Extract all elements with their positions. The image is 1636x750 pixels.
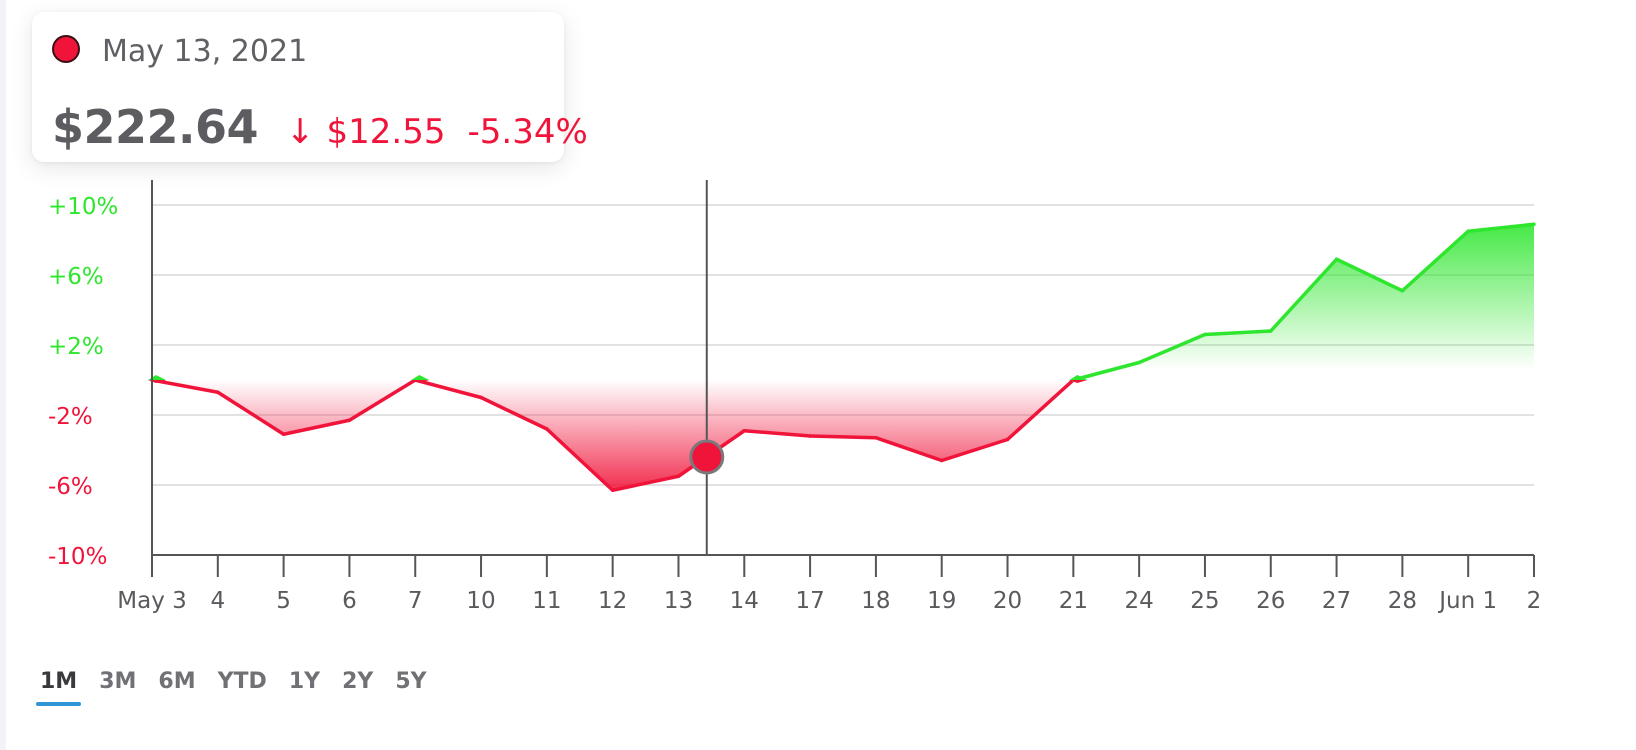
x-tick-label: 7 <box>408 588 423 614</box>
series-segment <box>1400 229 1470 293</box>
series-segment <box>281 418 352 436</box>
range-button-6m[interactable]: 6M <box>158 669 196 694</box>
series-lines <box>148 222 1536 492</box>
x-tick-labels: May 3 4 5 6 7 10 11 12 13 14 17 18 19 20 21 24 25 26 27 28 J… <box>117 555 1541 614</box>
y-tick-label: +10% <box>48 194 118 220</box>
hover-point[interactable] <box>689 439 725 475</box>
y-tick-labels: +10% +6% +2% -2% -6% -10% <box>48 194 118 570</box>
x-tick-label: 11 <box>532 588 561 614</box>
axes <box>151 180 1534 556</box>
y-tick-label: -10% <box>48 544 107 570</box>
series-segment <box>1466 222 1536 233</box>
x-tick-label: 5 <box>276 588 291 614</box>
x-tick-label: 12 <box>598 588 627 614</box>
tooltip-date: May 13, 2021 <box>102 34 308 69</box>
baseline-marker <box>411 380 430 383</box>
tooltip-change: $12.55 <box>326 112 446 152</box>
series-segment <box>1269 257 1339 333</box>
range-button-1m[interactable]: 1M <box>35 668 82 708</box>
x-tick-label: 18 <box>861 588 890 614</box>
series-segment <box>150 378 220 394</box>
x-tick-label: 27 <box>1322 588 1351 614</box>
x-tick-label: 28 <box>1388 588 1417 614</box>
range-button-2y[interactable]: 2Y <box>342 669 374 694</box>
tooltip-price: $222.64 <box>52 100 259 154</box>
x-tick-label: May 3 <box>117 588 187 614</box>
x-tick-label: 13 <box>664 588 693 614</box>
series-segment <box>874 436 944 463</box>
series-segment <box>1203 329 1273 337</box>
x-tick-label: 10 <box>466 588 495 614</box>
series-segment <box>808 434 878 440</box>
area-fill-positive <box>152 224 1534 380</box>
range-button-ytd[interactable]: YTD <box>217 669 267 694</box>
baseline-marker <box>411 375 430 380</box>
series-segment <box>413 378 483 400</box>
tooltip-change-percent: -5.34% <box>467 112 588 152</box>
range-button-1y[interactable]: 1Y <box>288 669 321 694</box>
x-tick-label: 19 <box>927 588 956 614</box>
range-button-5y[interactable]: 5Y <box>395 669 427 694</box>
x-tick-label: 25 <box>1190 588 1219 614</box>
hover-tooltip: May 13, 2021 $222.64 ↓ $12.55 -5.34% <box>32 12 588 162</box>
baseline-marker <box>1069 375 1088 380</box>
x-tick-label: Jun 1 <box>1437 588 1497 614</box>
series-segment <box>1137 332 1207 365</box>
range-button-3m[interactable]: 3M <box>99 669 137 694</box>
x-tick-label: 4 <box>210 588 225 614</box>
range-selector: 1M 3M 6M YTD 1Y 2Y 5Y <box>35 668 449 708</box>
grid-lines <box>152 204 1534 486</box>
series-segment <box>939 437 1010 463</box>
y-tick-label: -6% <box>48 474 93 500</box>
series-segment <box>479 395 549 431</box>
series-dot-icon <box>52 35 80 63</box>
series-segment <box>545 427 615 492</box>
crosshair[interactable] <box>689 180 725 555</box>
series-segment <box>1334 257 1405 293</box>
x-tick-label: 21 <box>1059 588 1088 614</box>
x-tick-label: 2 <box>1527 588 1542 614</box>
series-segment <box>1005 378 1076 442</box>
y-tick-label: +2% <box>48 334 104 360</box>
series-segment <box>1071 360 1141 382</box>
x-tick-label: 20 <box>993 588 1022 614</box>
baseline-marker <box>1069 380 1088 383</box>
area-fills <box>152 224 1534 491</box>
y-tick-label: +6% <box>48 264 104 290</box>
series-segment <box>347 378 417 422</box>
price-performance-chart[interactable]: +10% +6% +2% -2% -6% -10% May 3 4 5 6 7 10 11 12 13 14… <box>6 0 1636 750</box>
x-tick-label: 26 <box>1256 588 1285 614</box>
x-tick-label: 17 <box>795 588 824 614</box>
series-segment <box>742 429 812 438</box>
arrow-down-icon: ↓ <box>286 112 315 152</box>
baseline-marker <box>148 375 166 380</box>
x-tick-label: 24 <box>1125 588 1154 614</box>
x-tick-label: 6 <box>342 588 357 614</box>
x-tick-label: 14 <box>730 588 759 614</box>
tooltip-values: $222.64 ↓ $12.55 -5.34% <box>52 100 588 154</box>
series-segment <box>216 390 286 436</box>
series-segment <box>610 474 681 492</box>
y-tick-label: -2% <box>48 404 93 430</box>
